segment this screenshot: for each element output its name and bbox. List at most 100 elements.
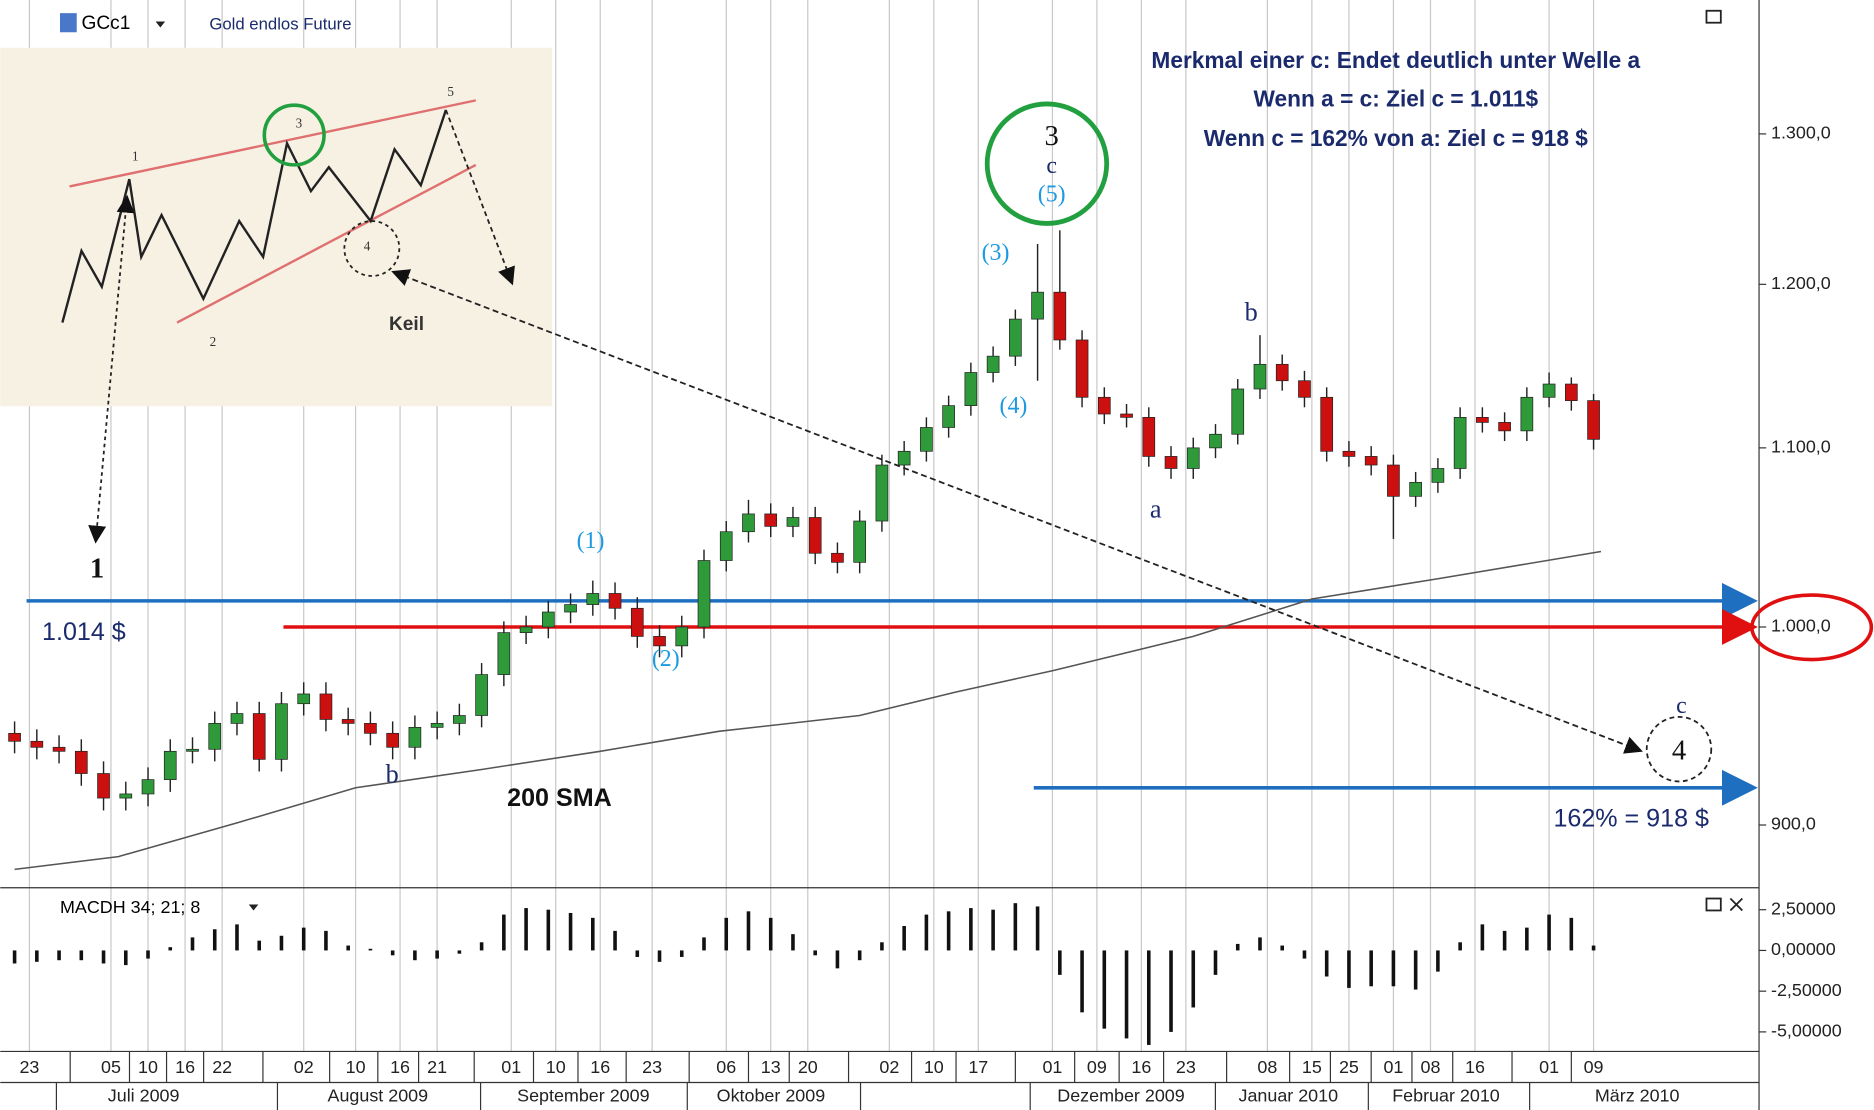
x-tick-label: 10 [924,1057,944,1077]
x-tick-label: 16 [390,1057,410,1077]
histogram-bar [1502,930,1507,951]
candle-body [163,750,177,780]
candle-body [1498,422,1511,432]
histogram-bar [35,950,39,962]
histogram-bar [212,929,217,951]
candle-body [74,750,88,774]
window-icon[interactable] [1705,897,1722,912]
candle-body [1231,388,1245,435]
histogram-bar [1058,950,1062,975]
x-tick-label: 02 [294,1057,314,1077]
histogram-bar [1391,950,1396,987]
candle-body [97,773,110,799]
indicator-header[interactable]: MACDH 34; 21; 8 [60,897,200,917]
symbol-icon [59,13,77,33]
histogram-bar [635,950,640,957]
x-tick-label: 01 [1042,1057,1062,1077]
histogram-bar [123,950,128,966]
x-tick-label: 01 [1539,1057,1559,1077]
inset [0,47,553,407]
arrow [391,269,1643,754]
histogram-bar [1569,917,1574,951]
y-tick-label: -2,50000 [1771,980,1842,1000]
annotation: 3 [1045,120,1059,152]
month-label: August 2009 [328,1086,429,1106]
candle-body [430,723,444,728]
candle-body [1209,433,1222,449]
candle-body [986,355,1000,373]
histogram-bar [1413,950,1418,990]
candle-body [30,740,44,748]
candle-body [119,793,133,799]
annotation: (3) [982,240,1010,266]
candle-body [1053,291,1067,341]
close-icon[interactable] [1729,897,1743,912]
candle-body [475,674,488,716]
histogram-bar [1302,950,1307,959]
month-label: Juli 2009 [108,1086,180,1106]
histogram-bar [746,911,751,951]
candle-body [1097,396,1111,415]
x-tick-label: 15 [1302,1057,1322,1077]
candle-body [364,723,377,734]
histogram-bar [1591,945,1596,951]
candle-body [408,726,422,748]
candle-body [1431,468,1445,483]
candle-body [1031,291,1044,320]
histogram-bar [524,908,528,951]
circle [343,220,401,277]
histogram-bar [190,937,195,951]
histogram-bar [568,912,573,951]
candle-body [341,719,355,724]
circle [1645,716,1713,783]
candle-body [719,531,733,561]
histogram-bar [279,935,284,951]
histogram-bar [880,942,884,951]
histogram-bar [413,950,417,961]
histogram-bar [101,950,106,964]
histogram-bar [546,909,551,951]
annotation: 200 SMA [507,784,612,812]
candle-body [764,513,778,527]
month-label: September 2009 [517,1086,649,1106]
x-tick-label: 10 [346,1057,366,1077]
annotation: 1 [90,553,104,585]
histogram-bar [79,950,84,961]
histogram-bar [902,925,906,951]
dropdown-icon[interactable] [155,21,166,28]
month-label: Dezember 2009 [1057,1086,1184,1106]
histogram-bar [969,908,973,951]
x-tick-label: 01 [1383,1057,1403,1077]
histogram-bar [1124,950,1129,1039]
inset-label: Keil [389,314,424,335]
histogram-bar [1324,950,1329,977]
annotation: 162% = 918 $ [1553,804,1709,832]
candle-body [1409,481,1422,497]
symbol[interactable]: GCc1 [81,13,130,34]
candle-body [1342,450,1356,457]
y-tick-label: 0,00000 [1771,939,1836,959]
candle-body [275,703,288,760]
histogram-bar [702,937,706,951]
inset-label: 2 [210,334,217,349]
histogram-bar [1525,927,1529,951]
histogram-bar [368,948,373,951]
x-tick-label: 25 [1339,1057,1359,1077]
candle-body [497,632,511,675]
candle-body [875,464,889,522]
y-tick-label: 2,50000 [1771,898,1836,918]
dropdown-icon[interactable] [248,904,259,911]
y-tick-label: 1.100,0 [1771,437,1831,457]
window-icon[interactable] [1705,9,1722,24]
candle-body [1364,456,1378,466]
candle-body [1298,380,1311,398]
histogram-bar [924,914,929,951]
wedge-line [176,163,477,324]
inset-label: 1 [132,149,139,164]
candle-body [297,693,311,705]
histogram-bar [1013,903,1018,951]
histogram-bar [1191,950,1196,1008]
histogram-bar [791,934,795,951]
histogram-bar [1280,945,1285,951]
